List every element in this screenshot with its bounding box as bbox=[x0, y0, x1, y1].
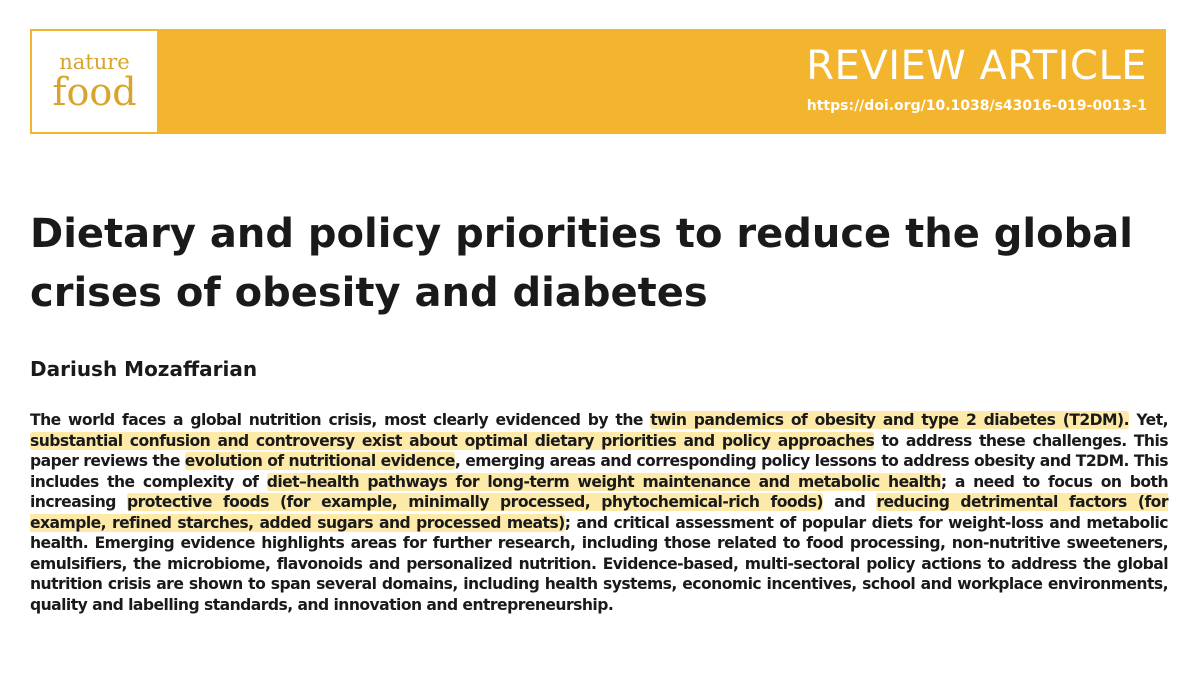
abstract-segment: , emerging areas and corresponding polic… bbox=[30, 452, 1169, 491]
highlighted-phrase: diet–health pathways for long-term weigh… bbox=[266, 472, 941, 491]
journal-logo-line2: food bbox=[52, 70, 137, 114]
highlighted-phrase: evolution of nutritional evidence bbox=[184, 452, 455, 470]
author-name[interactable]: Dariush Mozaffarian bbox=[30, 357, 258, 381]
article-type-label: REVIEW ARTICLE bbox=[806, 43, 1147, 89]
abstract-segment: ; a need to focus on both increasing bbox=[30, 472, 1169, 512]
highlighted-phrase: substantial confusion and controversy ex… bbox=[30, 431, 875, 450]
journal-logo[interactable]: nature food bbox=[30, 29, 159, 134]
abstract-segment: Yet, bbox=[1128, 411, 1168, 429]
journal-logo-line1: nature bbox=[59, 50, 130, 74]
abstract-segment: The world faces a global nutrition crisi… bbox=[30, 411, 651, 429]
abstract-segment: ; and critical assessment of popular die… bbox=[30, 513, 1169, 614]
highlighted-phrase: protective foods (for example, minimally… bbox=[126, 493, 824, 511]
abstract-segment: and bbox=[823, 493, 877, 511]
abstract-segment: to address these challenges. This paper … bbox=[30, 431, 1169, 471]
abstract-text: The world faces a global nutrition crisi… bbox=[30, 410, 1169, 615]
doi-link[interactable]: https://doi.org/10.1038/s43016-019-0013-… bbox=[806, 98, 1147, 114]
article-title: Dietary and policy priorities to reduce … bbox=[30, 211, 1133, 316]
highlighted-phrase: twin pandemics of obesity and type 2 dia… bbox=[650, 411, 1130, 429]
journal-header-banner bbox=[30, 29, 1166, 134]
